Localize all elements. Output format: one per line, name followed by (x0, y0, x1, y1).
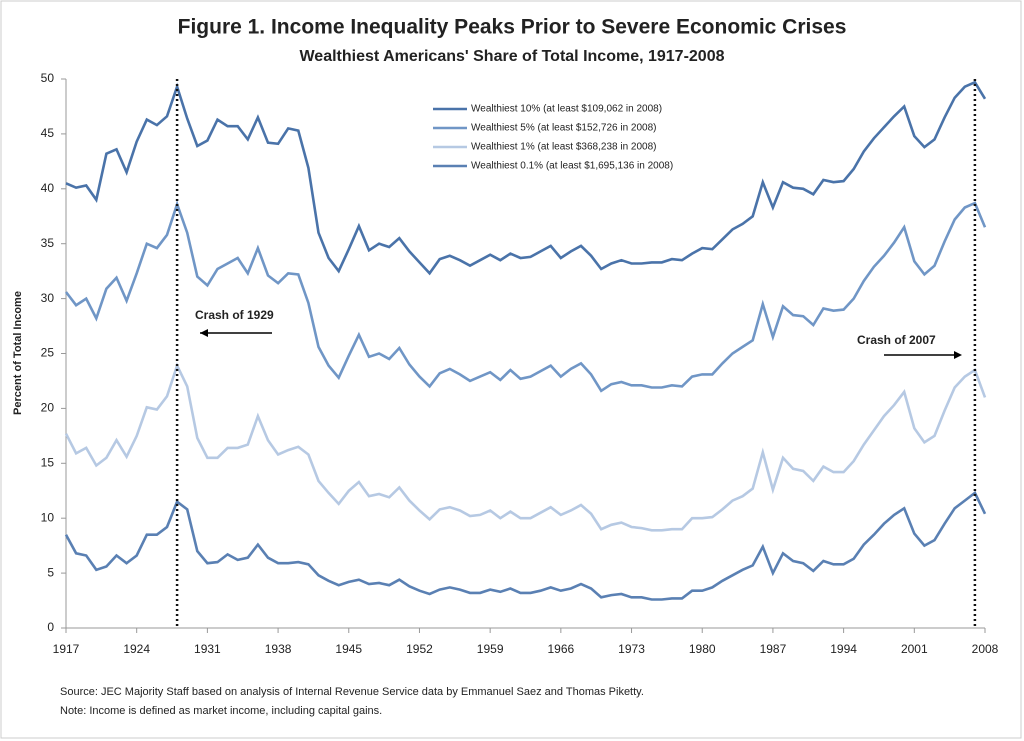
legend-label: Wealthiest 5% (at least $152,726 in 2008… (471, 123, 657, 134)
x-tick-label: 1994 (830, 642, 857, 656)
y-tick-label: 50 (41, 71, 55, 85)
x-tick-label: 2008 (972, 642, 999, 656)
y-tick-label: 20 (41, 401, 55, 415)
x-tick-label: 1966 (547, 642, 574, 656)
source: Source: JEC Majority Staff based on anal… (60, 686, 644, 698)
y-tick-label: 30 (41, 291, 55, 305)
x-tick-label: 1938 (265, 642, 292, 656)
x-tick-label: 1959 (477, 642, 504, 656)
chart-subtitle: Wealthiest Americans' Share of Total Inc… (299, 48, 724, 65)
y-tick-label: 15 (41, 455, 55, 469)
x-tick-label: 1973 (618, 642, 645, 656)
x-tick-label: 1987 (760, 642, 787, 656)
x-tick-label: 1917 (53, 642, 80, 656)
series-line (64, 200, 987, 393)
y-axis-label: Percent of Total Income (12, 291, 24, 415)
y-tick-label: 25 (41, 346, 55, 360)
y-tick-label: 35 (41, 236, 55, 250)
arrow-head (200, 329, 208, 337)
y-tick-label: 40 (41, 181, 55, 195)
legend-label: Wealthiest 10% (at least $109,062 in 200… (471, 104, 662, 115)
x-tick-label: 2001 (901, 642, 928, 656)
y-tick-label: 5 (47, 565, 54, 579)
annotation: Crash of 1929 (195, 308, 274, 322)
y-tick-label: 45 (41, 126, 55, 140)
arrow-head (954, 351, 962, 359)
series-line (64, 490, 987, 601)
series-line (65, 80, 987, 276)
note: Note: Income is defined as market income… (60, 705, 382, 717)
x-tick-label: 1980 (689, 642, 716, 656)
chart-title: Figure 1. Income Inequality Peaks Prior … (178, 16, 847, 39)
x-tick-label: 1945 (335, 642, 362, 656)
x-tick-label: 1931 (194, 642, 221, 656)
series-line (64, 362, 987, 532)
annotation: Crash of 2007 (857, 333, 936, 347)
legend-label: Wealthiest 1% (at least $368,238 in 2008… (471, 142, 657, 153)
y-tick-label: 10 (41, 510, 55, 524)
x-tick-label: 1924 (123, 642, 150, 656)
y-tick-label: 0 (47, 620, 54, 634)
legend-label: Wealthiest 0.1% (at least $1,695,136 in … (471, 161, 673, 172)
x-tick-label: 1952 (406, 642, 433, 656)
